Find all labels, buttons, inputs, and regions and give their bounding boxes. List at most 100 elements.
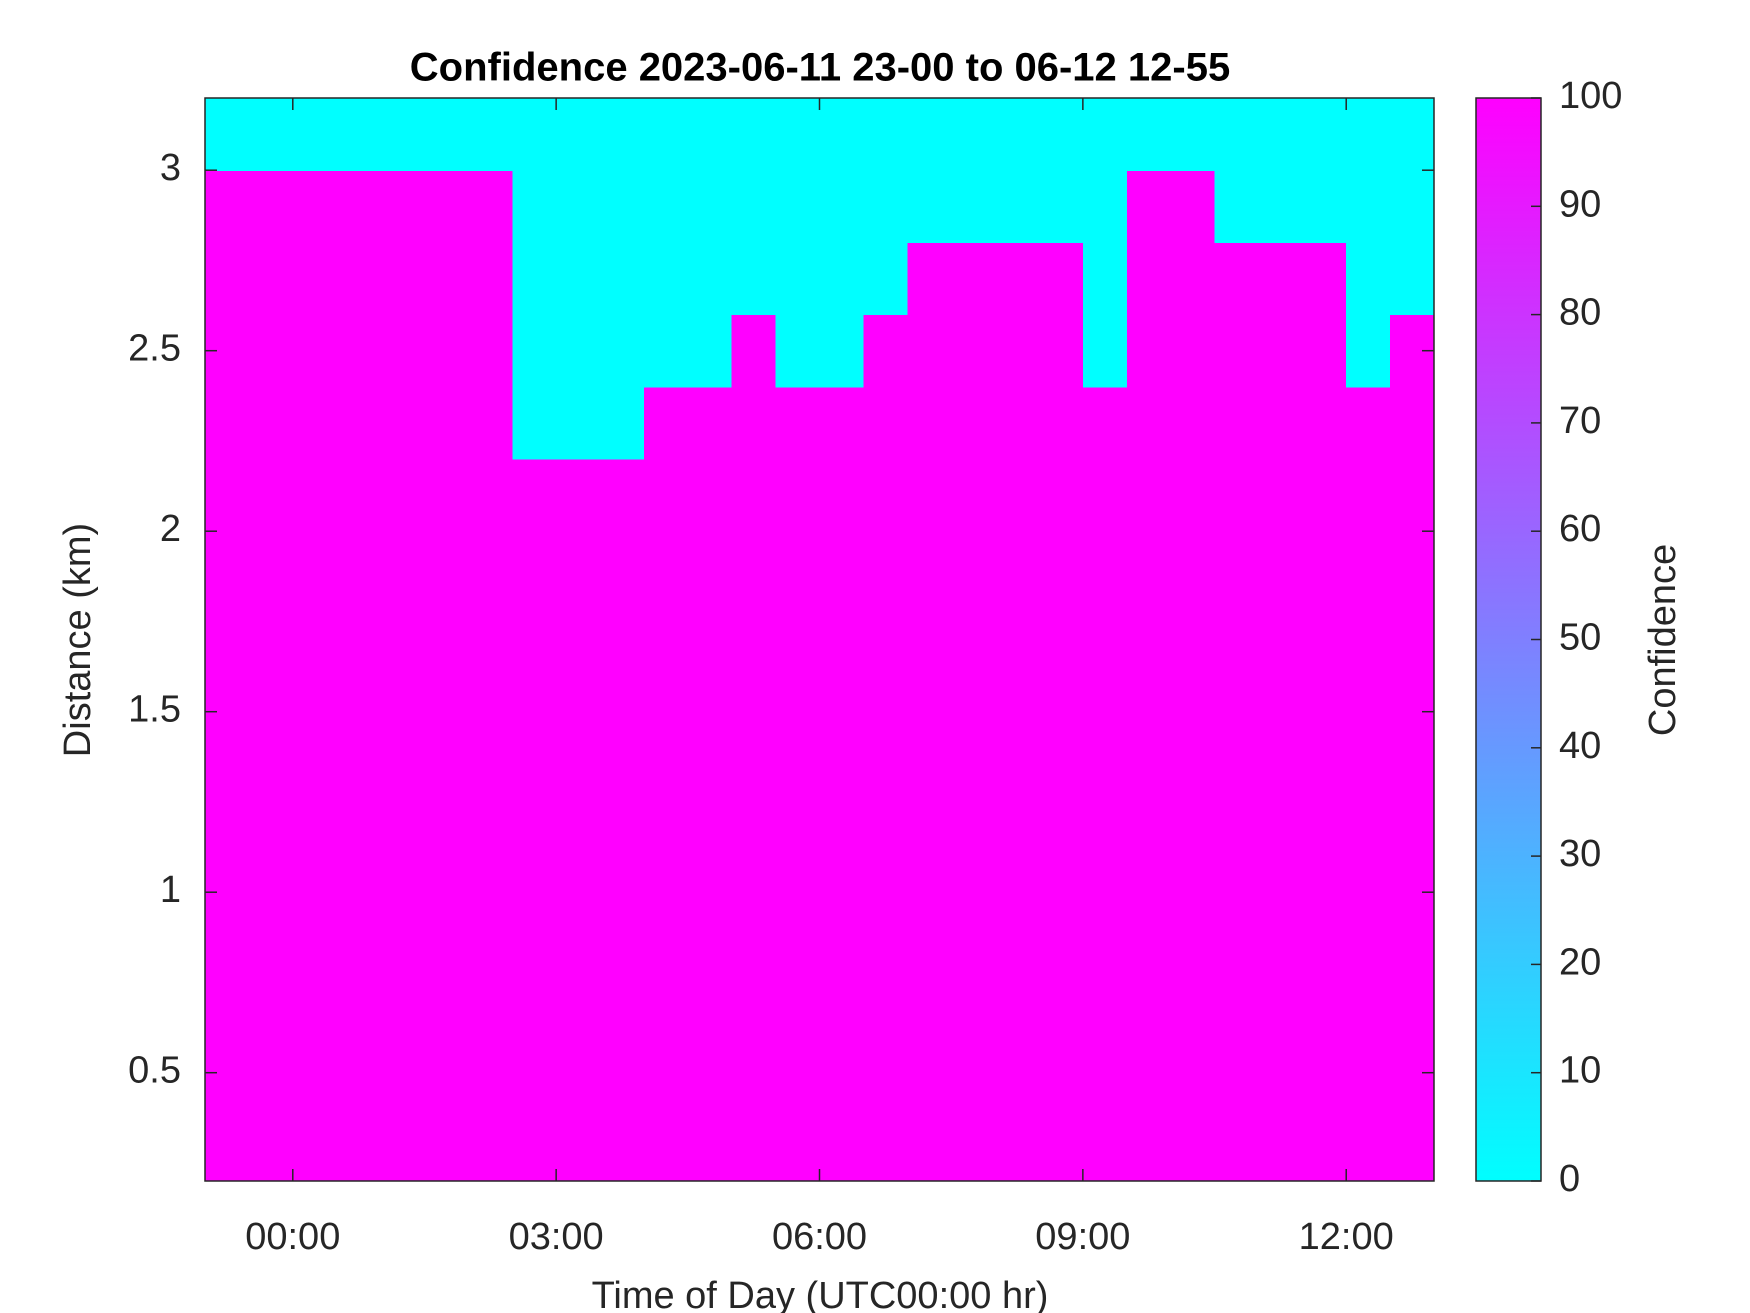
heatmap-cell xyxy=(643,459,689,532)
heatmap-cell xyxy=(1126,170,1172,243)
heatmap-cell xyxy=(1082,314,1128,388)
heatmap-cell xyxy=(1082,459,1128,532)
heatmap-cell xyxy=(951,531,996,1182)
heatmap-cell xyxy=(1082,170,1128,243)
heatmap-cell xyxy=(556,242,601,316)
heatmap-cell xyxy=(687,170,733,243)
heatmap-cell xyxy=(205,242,250,316)
heatmap-cell xyxy=(1302,386,1347,460)
heatmap-cell xyxy=(1258,459,1303,532)
colorbar-tick-label: 0 xyxy=(1559,1158,1580,1200)
heatmap-cell xyxy=(643,314,689,388)
heatmap-cell xyxy=(1258,170,1303,243)
heatmap-cell xyxy=(819,314,864,388)
heatmap-cell xyxy=(1126,531,1172,1182)
heatmap-cell xyxy=(1258,98,1303,171)
heatmap-cell xyxy=(292,459,338,532)
heatmap-cell xyxy=(1170,314,1216,388)
heatmap-cell xyxy=(643,386,689,460)
y-tick-label: 3 xyxy=(160,147,181,189)
heatmap-cell xyxy=(248,170,294,243)
heatmap-cell xyxy=(1390,242,1435,316)
heatmap-cell xyxy=(1082,98,1128,171)
heatmap-cell xyxy=(1214,459,1260,532)
y-tick-label: 1 xyxy=(160,869,181,911)
heatmap-cell xyxy=(819,242,864,316)
heatmap-cell xyxy=(205,531,250,1182)
heatmap-cell xyxy=(556,531,601,1182)
heatmap-cell xyxy=(1126,242,1172,316)
heatmap-cell xyxy=(1214,531,1260,1182)
heatmap-cell xyxy=(819,531,864,1182)
heatmap-cell xyxy=(907,242,952,316)
heatmap-cell xyxy=(775,170,821,243)
heatmap-cell xyxy=(863,242,908,316)
colorbar-tick-label: 30 xyxy=(1559,833,1601,875)
heatmap-cell xyxy=(248,242,294,316)
heatmap-cell xyxy=(775,531,821,1182)
heatmap-cell xyxy=(512,459,557,532)
heatmap-cell xyxy=(336,459,382,532)
heatmap-cell xyxy=(468,386,513,460)
heatmap-cell xyxy=(600,170,645,243)
x-tick-label: 00:00 xyxy=(245,1216,340,1258)
heatmap-cell xyxy=(951,386,996,460)
heatmap-cell xyxy=(205,170,250,243)
colorbar-tick-label: 70 xyxy=(1559,400,1601,442)
heatmap-cell xyxy=(731,98,777,171)
heatmap-cell xyxy=(1258,242,1303,316)
colorbar-tick-label: 80 xyxy=(1559,292,1601,334)
heatmap-cell xyxy=(863,314,908,388)
heatmap-cell xyxy=(600,242,645,316)
heatmap-cell xyxy=(863,531,908,1182)
heatmap-cell xyxy=(205,459,250,532)
heatmap-cell xyxy=(819,170,864,243)
colorbar-tick-label: 60 xyxy=(1559,508,1601,550)
heatmap-cell xyxy=(687,98,733,171)
heatmap-cell xyxy=(1126,98,1172,171)
heatmap-cell xyxy=(951,459,996,532)
heatmap-cell xyxy=(1170,242,1216,316)
heatmap-cell xyxy=(380,386,426,460)
heatmap-cell xyxy=(1038,386,1084,460)
heatmap-cell xyxy=(512,170,557,243)
heatmap-cell xyxy=(819,386,864,460)
colorbar-tick-label: 90 xyxy=(1559,183,1601,225)
x-axis-label: Time of Day (UTC00:00 hr) xyxy=(592,1275,1049,1313)
heatmap-cell xyxy=(380,314,426,388)
heatmap-cell xyxy=(1390,98,1435,171)
heatmap-cell xyxy=(292,531,338,1182)
heatmap-cell xyxy=(1126,386,1172,460)
heatmap-cell xyxy=(995,314,1040,388)
heatmap-cell xyxy=(995,242,1040,316)
heatmap-cell xyxy=(336,314,382,388)
heatmap-cell xyxy=(556,170,601,243)
heatmap-cell xyxy=(1346,459,1391,532)
heatmap-cell xyxy=(1082,531,1128,1182)
y-tick-label: 0.5 xyxy=(128,1050,181,1092)
heatmap-cell xyxy=(863,98,908,171)
heatmap-cell xyxy=(512,98,557,171)
heatmap-cell xyxy=(556,314,601,388)
heatmap-cell xyxy=(336,531,382,1182)
heatmap-cell xyxy=(643,242,689,316)
heatmap-cell xyxy=(292,242,338,316)
heatmap-cell xyxy=(1346,242,1391,316)
heatmap-cell xyxy=(863,459,908,532)
heatmap-cell xyxy=(468,242,513,316)
heatmap-cell xyxy=(1390,531,1435,1182)
heatmap-cell xyxy=(1346,98,1391,171)
heatmap-cell xyxy=(775,98,821,171)
y-tick-label: 2 xyxy=(160,508,181,550)
heatmap-cell xyxy=(643,531,689,1182)
heatmap-cell xyxy=(1258,386,1303,460)
heatmap-cell xyxy=(775,386,821,460)
heatmap-cell xyxy=(512,531,557,1182)
heatmap-cell xyxy=(1170,459,1216,532)
heatmap-cell xyxy=(819,98,864,171)
heatmap-cell xyxy=(643,98,689,171)
heatmap-cell xyxy=(1302,459,1347,532)
colorbar xyxy=(1475,97,1542,1182)
